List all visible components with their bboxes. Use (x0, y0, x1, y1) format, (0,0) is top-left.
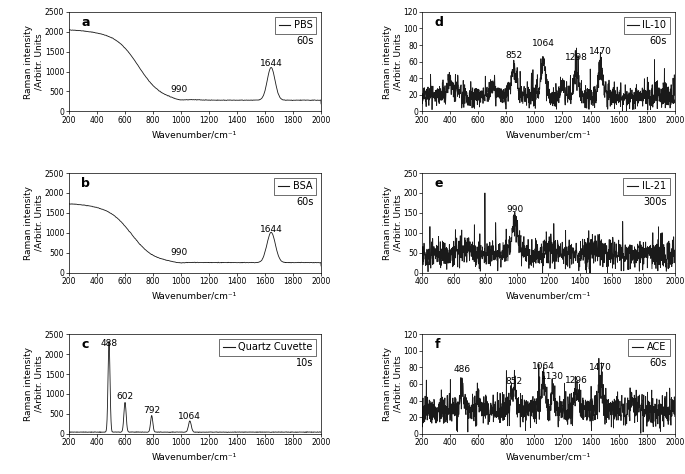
Text: f: f (435, 338, 440, 351)
Text: 486: 486 (453, 365, 471, 374)
Legend: BSA: BSA (275, 178, 316, 195)
Text: b: b (81, 177, 90, 190)
Text: 1298: 1298 (564, 53, 588, 62)
Text: 1064: 1064 (532, 362, 555, 371)
Text: 1130: 1130 (541, 372, 564, 381)
Text: d: d (435, 16, 444, 29)
Text: 60s: 60s (296, 36, 314, 46)
Y-axis label: Raman intensity
/Arbitr. Units: Raman intensity /Arbitr. Units (24, 186, 44, 260)
Legend: ACE: ACE (628, 339, 670, 356)
Text: 60s: 60s (650, 358, 667, 368)
Y-axis label: Raman intensity
/Arbitr. Units: Raman intensity /Arbitr. Units (24, 25, 44, 99)
Y-axis label: Raman intensity
/Arbitr. Units: Raman intensity /Arbitr. Units (383, 25, 402, 99)
Text: 852: 852 (505, 377, 522, 386)
Text: 1470: 1470 (589, 47, 612, 56)
X-axis label: Wavenumber/cm⁻¹: Wavenumber/cm⁻¹ (506, 130, 591, 139)
Text: 1644: 1644 (260, 59, 282, 68)
Text: 990: 990 (171, 248, 188, 257)
Y-axis label: Raman intensity
/Arbitr. Units: Raman intensity /Arbitr. Units (383, 347, 402, 421)
Y-axis label: Raman intensity
/Arbitr. Units: Raman intensity /Arbitr. Units (383, 186, 402, 260)
Text: 1064: 1064 (532, 39, 555, 48)
Text: 990: 990 (171, 85, 188, 94)
Text: 488: 488 (100, 339, 118, 348)
Y-axis label: Raman intensity
/Arbitr. Units: Raman intensity /Arbitr. Units (24, 347, 44, 421)
Text: 1296: 1296 (564, 376, 587, 385)
Legend: PBS: PBS (275, 17, 316, 34)
Legend: IL-10: IL-10 (623, 17, 670, 34)
Text: 60s: 60s (296, 197, 314, 207)
Legend: IL-21: IL-21 (623, 178, 670, 195)
Text: 602: 602 (116, 392, 134, 401)
Text: 1644: 1644 (260, 225, 282, 234)
Text: 792: 792 (143, 406, 160, 415)
Text: 60s: 60s (650, 36, 667, 46)
X-axis label: Wavenumber/cm⁻¹: Wavenumber/cm⁻¹ (152, 452, 238, 461)
Text: 1064: 1064 (178, 411, 201, 420)
Text: e: e (435, 177, 443, 190)
Text: a: a (81, 16, 90, 29)
X-axis label: Wavenumber/cm⁻¹: Wavenumber/cm⁻¹ (506, 291, 591, 300)
Text: 852: 852 (505, 51, 522, 60)
X-axis label: Wavenumber/cm⁻¹: Wavenumber/cm⁻¹ (152, 291, 238, 300)
Text: c: c (81, 338, 88, 351)
X-axis label: Wavenumber/cm⁻¹: Wavenumber/cm⁻¹ (506, 452, 591, 461)
Text: 1470: 1470 (589, 364, 612, 373)
Text: 10s: 10s (296, 358, 314, 368)
X-axis label: Wavenumber/cm⁻¹: Wavenumber/cm⁻¹ (152, 130, 238, 139)
Text: 300s: 300s (644, 197, 667, 207)
Text: 990: 990 (507, 205, 524, 214)
Legend: Quartz Cuvette: Quartz Cuvette (219, 339, 316, 356)
